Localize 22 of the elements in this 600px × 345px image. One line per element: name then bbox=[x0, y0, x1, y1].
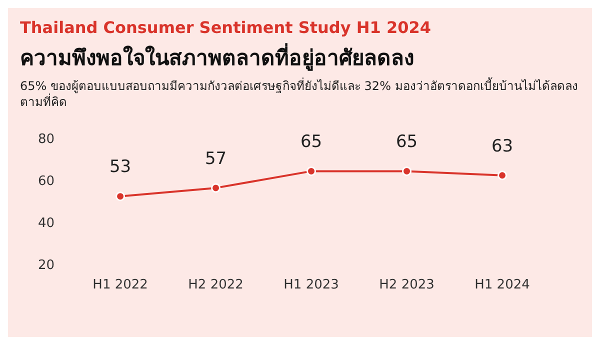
point bbox=[116, 192, 126, 202]
x-tick-label: H2 2022 bbox=[188, 278, 244, 293]
x-tick-label: H2 2023 bbox=[379, 278, 434, 293]
point bbox=[306, 166, 316, 176]
y-tick-label: 60 bbox=[38, 174, 55, 190]
chart-subtitle: ความพึงพอใจในสภาพตลาดที่อยู่อาศัยลดลง bbox=[20, 42, 415, 73]
y-tick-label: 20 bbox=[38, 258, 55, 273]
point bbox=[211, 183, 221, 193]
data-label: 53 bbox=[109, 157, 132, 178]
data-label: 57 bbox=[204, 148, 227, 169]
point bbox=[402, 166, 412, 176]
data-label: 63 bbox=[491, 136, 514, 156]
text: 65% ของผู้ตอบแบบสอบถามมีความกังวลต่อเศรษฐกิจที่ยังไม่ดีและ 32% มองว่าอัตราดอกเบี้ยบ้านไม่ได้ลดลงตามที่คิด bbox=[20, 78, 579, 110]
x-tick-label: H1 2023 bbox=[284, 278, 339, 293]
data-label: 65 bbox=[300, 132, 322, 152]
point bbox=[498, 170, 508, 180]
x-tick-label: H1 2024 bbox=[474, 278, 530, 293]
x-tick-label: H1 2022 bbox=[92, 278, 148, 293]
y-tick-label: 40 bbox=[38, 216, 55, 231]
y-tick-label: 80 bbox=[38, 132, 55, 148]
chart-title: Thailand Consumer Sentiment Study H1 2024 bbox=[20, 18, 432, 37]
data-label: 65 bbox=[396, 132, 418, 152]
